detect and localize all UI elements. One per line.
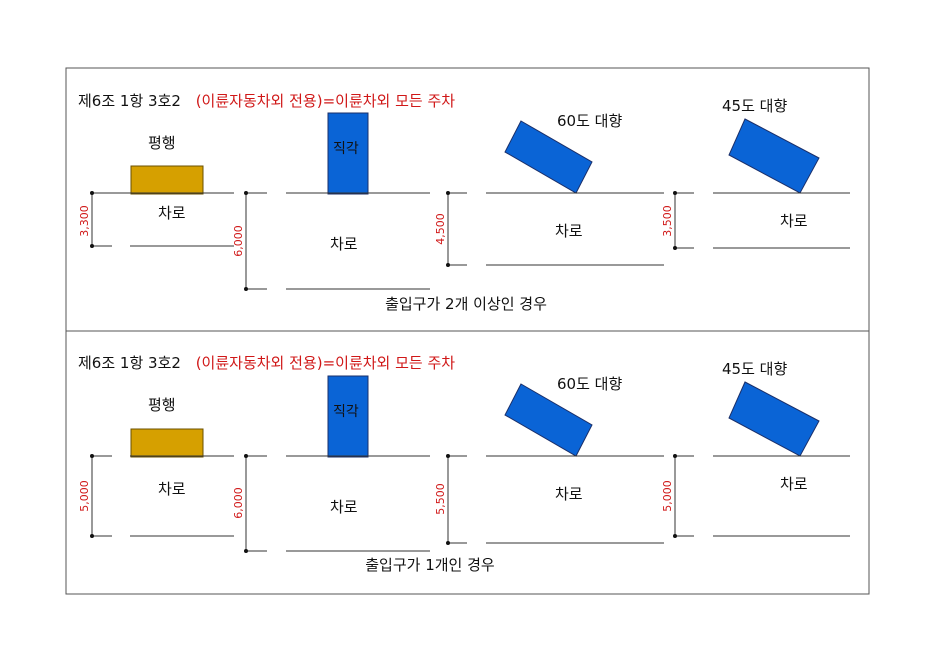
dimension-dot bbox=[446, 454, 450, 458]
panel-caption: 출입구가 1개인 경우 bbox=[365, 556, 495, 574]
dimension-parallel: 3,300 bbox=[78, 205, 91, 237]
right-angle-label: 직각 bbox=[333, 141, 359, 157]
dimension-deg45: 3,500 bbox=[661, 205, 674, 237]
dimension-dot bbox=[244, 287, 248, 291]
lane-label: 차로 bbox=[330, 235, 358, 253]
heading-red-text: (이륜자동차외 전용)=이륜차외 모든 주차 bbox=[196, 92, 456, 110]
lane-label: 차로 bbox=[330, 498, 358, 516]
deg60-label: 60도 대향 bbox=[557, 375, 622, 393]
deg60-label: 60도 대향 bbox=[557, 112, 622, 130]
lane-label: 차로 bbox=[780, 212, 808, 230]
parallel-car bbox=[130, 428, 204, 458]
dimension-dot bbox=[244, 549, 248, 553]
dimension-dot bbox=[446, 191, 450, 195]
right-angle-car bbox=[327, 375, 369, 458]
dimension-dot bbox=[446, 263, 450, 267]
right-angle-label: 직각 bbox=[333, 404, 359, 420]
dimension-dot bbox=[673, 191, 677, 195]
dimension-dot bbox=[90, 454, 94, 458]
lane-label: 차로 bbox=[158, 480, 186, 498]
dimension-deg60: 4,500 bbox=[434, 213, 447, 245]
panel-heading: 제6조 1항 3호2 (이륜자동차외 전용)=이륜차외 모든 주차 bbox=[78, 354, 455, 372]
deg45-car bbox=[728, 118, 820, 194]
lane-label: 차로 bbox=[780, 475, 808, 493]
panel-caption: 출입구가 2개 이상인 경우 bbox=[385, 295, 547, 313]
dimension-dot bbox=[90, 534, 94, 538]
deg45-car bbox=[728, 381, 820, 457]
dimension-dot bbox=[90, 244, 94, 248]
dimension-dot bbox=[673, 534, 677, 538]
lane-label: 차로 bbox=[555, 222, 583, 240]
dimension-right-angle: 6,000 bbox=[232, 225, 245, 257]
dimension-parallel: 5,000 bbox=[78, 480, 91, 512]
dimension-right-angle: 6,000 bbox=[232, 487, 245, 519]
dimension-dot bbox=[673, 454, 677, 458]
parallel-label: 평행 bbox=[148, 396, 176, 414]
deg45-label: 45도 대향 bbox=[722, 97, 787, 115]
parallel-car bbox=[130, 165, 204, 195]
dimension-dot bbox=[673, 246, 677, 250]
dimension-dot bbox=[90, 191, 94, 195]
panel-top: 제6조 1항 3호2 (이륜자동차외 전용)=이륜차외 모든 주차 평행 3,3… bbox=[78, 92, 850, 313]
dimension-deg60: 5,500 bbox=[434, 483, 447, 515]
deg60-car bbox=[504, 383, 593, 457]
deg60-car bbox=[504, 120, 593, 194]
heading-prefix: 제6조 1항 3호2 bbox=[78, 354, 181, 372]
dimension-dot bbox=[446, 541, 450, 545]
panel-bottom: 제6조 1항 3호2 (이륜자동차외 전용)=이륜차외 모든 주차 평행 5,0… bbox=[78, 354, 850, 574]
panel-heading: 제6조 1항 3호2 (이륜자동차외 전용)=이륜차외 모든 주차 bbox=[78, 92, 455, 110]
deg45-label: 45도 대향 bbox=[722, 360, 787, 378]
dimension-dot bbox=[244, 454, 248, 458]
lane-label: 차로 bbox=[158, 204, 186, 222]
lane-label: 차로 bbox=[555, 485, 583, 503]
parallel-label: 평행 bbox=[148, 134, 176, 152]
dimension-dot bbox=[244, 191, 248, 195]
right-angle-car bbox=[327, 112, 369, 195]
dimension-deg45: 5,000 bbox=[661, 480, 674, 512]
heading-red-text: (이륜자동차외 전용)=이륜차외 모든 주차 bbox=[196, 354, 456, 372]
heading-prefix: 제6조 1항 3호2 bbox=[78, 92, 181, 110]
